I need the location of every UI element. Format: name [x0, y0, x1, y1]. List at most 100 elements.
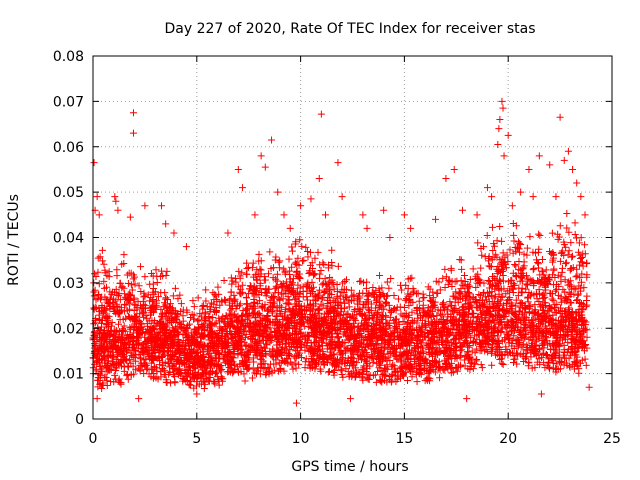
data-point	[170, 352, 178, 360]
data-point	[426, 285, 434, 293]
data-point	[241, 377, 249, 385]
data-point	[390, 351, 398, 359]
data-point	[176, 291, 184, 299]
data-point	[487, 349, 495, 357]
data-point	[495, 339, 503, 347]
data-point	[503, 251, 511, 259]
data-point	[229, 277, 237, 285]
data-point	[329, 351, 337, 359]
data-point	[362, 357, 370, 365]
data-point	[443, 306, 451, 314]
data-point	[190, 315, 198, 323]
data-point	[538, 276, 546, 284]
data-point	[179, 337, 187, 345]
data-point	[336, 292, 344, 300]
data-point	[98, 246, 106, 254]
data-point	[575, 261, 583, 269]
data-point	[373, 360, 381, 368]
data-point	[246, 343, 254, 351]
data-point	[571, 349, 579, 357]
data-point	[374, 355, 382, 363]
data-point	[165, 313, 173, 321]
data-point	[556, 340, 564, 348]
data-point	[333, 293, 341, 301]
data-point	[201, 309, 209, 317]
data-point	[569, 252, 577, 260]
data-point	[412, 360, 420, 368]
data-point	[147, 269, 155, 277]
data-point	[547, 345, 555, 353]
data-point	[146, 354, 154, 362]
data-point	[525, 358, 533, 366]
data-point	[318, 331, 326, 339]
data-point	[211, 348, 219, 356]
data-point	[137, 319, 145, 327]
data-point	[273, 304, 281, 312]
data-point	[409, 285, 417, 293]
data-point	[258, 347, 266, 355]
data-point	[113, 302, 121, 310]
data-point	[505, 334, 513, 342]
data-point	[276, 365, 284, 373]
data-point	[190, 359, 198, 367]
data-point	[404, 376, 412, 384]
data-point	[209, 331, 217, 339]
data-point	[301, 339, 309, 347]
data-point	[458, 342, 466, 350]
data-point	[100, 308, 108, 316]
data-point	[134, 329, 142, 337]
data-point	[300, 256, 308, 264]
data-point	[475, 275, 483, 283]
data-point	[226, 358, 234, 366]
data-point	[261, 276, 269, 284]
data-point	[157, 336, 165, 344]
data-point	[393, 323, 401, 331]
data-point	[266, 248, 274, 256]
data-point	[402, 281, 410, 289]
data-point	[115, 377, 123, 385]
data-point	[137, 288, 145, 296]
data-point	[543, 352, 551, 360]
data-point	[358, 347, 366, 355]
data-point	[292, 294, 300, 302]
data-point	[95, 315, 103, 323]
data-point	[94, 383, 102, 391]
data-point	[135, 350, 143, 358]
data-point	[127, 281, 135, 289]
data-point	[108, 357, 116, 365]
data-point	[251, 304, 259, 312]
data-point	[285, 255, 293, 263]
data-point	[299, 293, 307, 301]
data-point	[158, 312, 166, 320]
data-point	[382, 298, 390, 306]
data-point	[142, 312, 150, 320]
data-point	[371, 304, 379, 312]
data-point	[168, 318, 176, 326]
data-point	[125, 334, 133, 342]
data-point	[229, 369, 237, 377]
data-point	[128, 286, 136, 294]
data-point	[220, 318, 228, 326]
data-point	[517, 299, 525, 307]
data-point	[199, 357, 207, 365]
data-point	[262, 371, 270, 379]
data-point	[184, 340, 192, 348]
data-point	[465, 342, 473, 350]
data-point	[525, 316, 533, 324]
data-point	[137, 345, 145, 353]
data-point	[90, 304, 98, 312]
data-point	[575, 369, 583, 377]
data-point	[560, 327, 568, 335]
data-point	[457, 285, 465, 293]
data-point	[124, 280, 132, 288]
data-point	[546, 365, 554, 373]
data-point	[244, 365, 252, 373]
data-point	[112, 375, 120, 383]
data-point	[309, 296, 317, 304]
data-point	[431, 360, 439, 368]
data-point	[387, 275, 395, 283]
data-point	[451, 352, 459, 360]
data-point	[404, 275, 412, 283]
data-point	[388, 307, 396, 315]
data-point	[286, 287, 294, 295]
